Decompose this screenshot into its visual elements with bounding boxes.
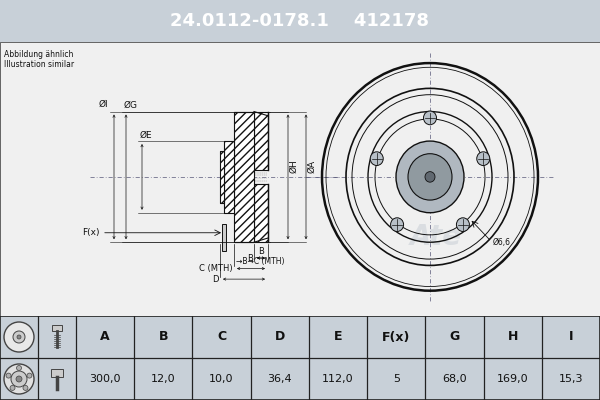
Bar [254,184,268,242]
Bar [254,112,268,170]
Circle shape [391,218,404,232]
Text: F(x): F(x) [83,228,100,237]
Circle shape [477,152,490,166]
Text: ØE: ØE [140,131,152,140]
Circle shape [4,322,34,352]
Text: ØA: ØA [307,160,316,173]
Text: Abbildung ähnlich: Abbildung ähnlich [4,50,73,60]
Bar [220,150,224,203]
Circle shape [13,331,25,343]
Circle shape [6,373,11,378]
Bar [234,112,254,242]
Circle shape [27,373,32,378]
Text: ØG: ØG [124,100,138,110]
Text: B: B [158,330,168,344]
Text: G: G [449,330,460,344]
Circle shape [370,152,383,166]
Circle shape [23,385,28,390]
Text: 24.0112-0178.1    412178: 24.0112-0178.1 412178 [170,12,430,30]
Text: 169,0: 169,0 [497,374,529,384]
Bar [51,369,63,377]
Text: 15,3: 15,3 [559,374,583,384]
Circle shape [424,111,437,125]
Circle shape [457,218,469,232]
Bar [224,141,234,213]
Text: 300,0: 300,0 [89,374,121,384]
Circle shape [396,141,464,213]
Text: Illustration similar: Illustration similar [4,60,74,69]
Text: 112,0: 112,0 [322,374,354,384]
Text: 12,0: 12,0 [151,374,176,384]
Circle shape [4,364,34,394]
Text: A: A [100,330,110,344]
Circle shape [425,172,435,182]
Text: ØI: ØI [98,99,108,108]
Text: E: E [334,330,342,344]
Text: Ø6,6: Ø6,6 [493,238,511,247]
Text: F(x): F(x) [382,330,410,344]
Bar [254,112,268,170]
Circle shape [17,366,22,370]
Text: H: H [508,330,518,344]
Text: 5: 5 [393,374,400,384]
Bar [254,184,268,242]
Text: D: D [212,275,219,284]
Bar [222,224,226,251]
Bar [52,325,62,331]
Text: D: D [275,330,285,344]
Text: 68,0: 68,0 [442,374,467,384]
Text: →B→C (MTH): →B→C (MTH) [236,257,284,266]
Circle shape [11,371,27,387]
Text: B: B [247,254,253,262]
Text: 36,4: 36,4 [268,374,292,384]
Circle shape [17,335,21,339]
Bar [224,141,234,213]
Circle shape [408,154,452,200]
Text: C (MTH): C (MTH) [199,264,233,273]
Bar [234,112,254,242]
Text: Ate: Ate [410,223,462,251]
Circle shape [10,385,15,390]
Text: 10,0: 10,0 [209,374,234,384]
Text: ØH: ØH [289,160,298,173]
Text: I: I [569,330,573,344]
Text: C: C [217,330,226,344]
Bar [220,150,224,203]
Text: B: B [258,247,264,256]
Circle shape [16,376,22,382]
